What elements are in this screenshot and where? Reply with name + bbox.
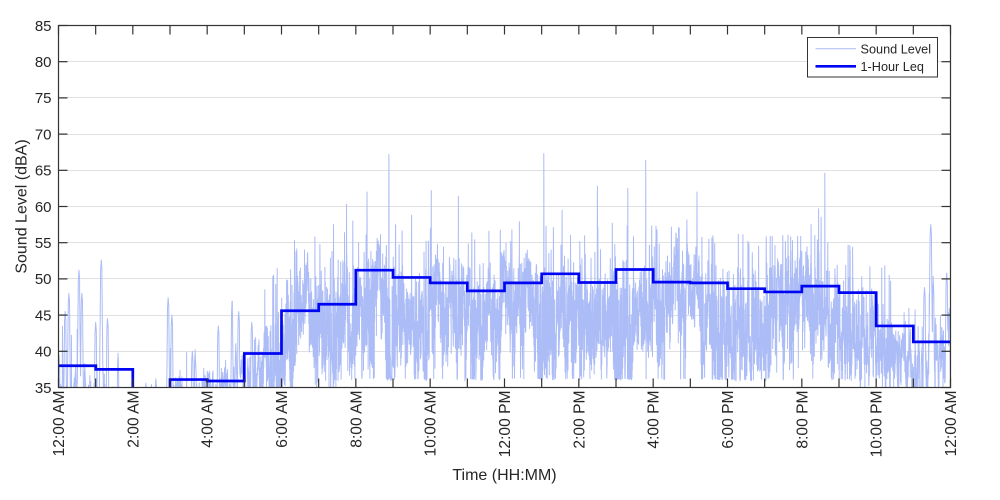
- svg-text:70: 70: [35, 126, 52, 143]
- svg-text:75: 75: [35, 90, 52, 107]
- svg-text:4:00 PM: 4:00 PM: [646, 391, 663, 449]
- svg-text:12:00 PM: 12:00 PM: [497, 391, 514, 458]
- svg-text:80: 80: [35, 54, 52, 71]
- svg-text:2:00 PM: 2:00 PM: [571, 391, 588, 449]
- svg-text:65: 65: [35, 163, 52, 180]
- svg-text:60: 60: [35, 199, 52, 216]
- svg-text:1-Hour Leq: 1-Hour Leq: [861, 60, 924, 74]
- svg-text:55: 55: [35, 235, 52, 252]
- svg-text:Sound Level: Sound Level: [861, 42, 932, 56]
- svg-text:12:00 AM: 12:00 AM: [943, 391, 960, 457]
- svg-text:Sound Level (dBA): Sound Level (dBA): [14, 139, 31, 273]
- svg-text:6:00 PM: 6:00 PM: [720, 391, 737, 449]
- svg-text:35: 35: [35, 380, 52, 397]
- svg-text:6:00 AM: 6:00 AM: [274, 391, 291, 448]
- svg-text:40: 40: [35, 344, 52, 361]
- svg-text:12:00 AM: 12:00 AM: [51, 391, 68, 457]
- svg-text:85: 85: [35, 18, 52, 35]
- svg-text:10:00 PM: 10:00 PM: [869, 391, 886, 458]
- svg-text:8:00 PM: 8:00 PM: [794, 391, 811, 449]
- svg-text:50: 50: [35, 271, 52, 288]
- svg-text:45: 45: [35, 307, 52, 324]
- svg-text:2:00 AM: 2:00 AM: [125, 391, 142, 448]
- svg-text:8:00 AM: 8:00 AM: [348, 391, 365, 448]
- svg-text:Time (HH:MM): Time (HH:MM): [452, 467, 556, 484]
- svg-text:10:00 AM: 10:00 AM: [423, 391, 440, 457]
- svg-text:4:00 AM: 4:00 AM: [200, 391, 217, 448]
